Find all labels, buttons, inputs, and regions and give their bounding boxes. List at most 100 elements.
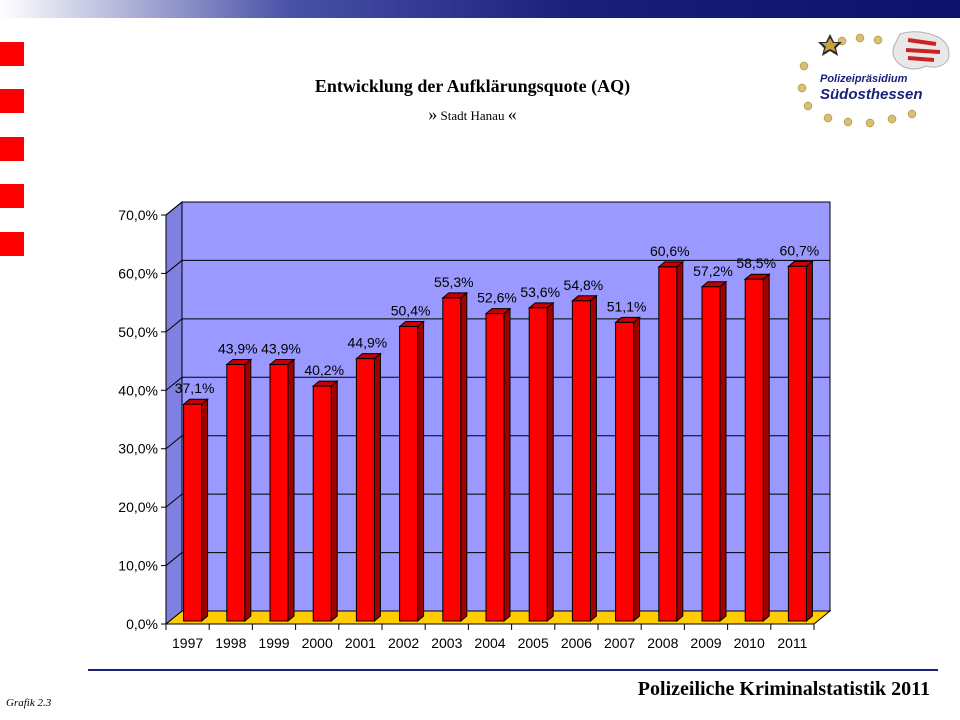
bar-side	[373, 352, 381, 623]
y-tick-label: 0,0%	[126, 616, 158, 632]
bar-front	[485, 313, 505, 622]
bar	[787, 260, 814, 623]
gridline-diagonal	[165, 493, 183, 508]
data-label: 57,2%	[693, 263, 733, 279]
bar	[311, 380, 339, 623]
data-label: 37,1%	[175, 380, 215, 396]
bar-side	[503, 307, 511, 623]
bar-side	[460, 291, 468, 623]
data-label: 51,1%	[607, 298, 647, 314]
red-square-decoration	[0, 232, 24, 256]
bar-front	[226, 363, 246, 622]
red-square-decoration	[0, 137, 24, 161]
x-tick-label: 2003	[431, 635, 462, 651]
bar	[527, 301, 555, 623]
data-label: 58,5%	[736, 255, 776, 271]
bar-front	[183, 403, 203, 622]
bar	[657, 260, 685, 623]
chart-subtitle: » Stadt Hanau «	[200, 104, 745, 125]
y-tick-label: 10,0%	[118, 558, 158, 574]
x-tick-label: 1999	[258, 635, 289, 651]
gridline-diagonal	[165, 376, 183, 391]
data-label: 40,2%	[304, 362, 344, 378]
bar	[484, 307, 512, 623]
bar-front	[571, 300, 591, 622]
data-label: 60,6%	[650, 243, 690, 259]
hessen-lion-icon	[892, 31, 950, 70]
x-tick-label: 2006	[561, 635, 592, 651]
bar-front	[658, 266, 678, 622]
data-labels: 37,1%43,9% 43,9%40,2%44,9%50,4%55,3%52,6%…	[175, 242, 820, 396]
gridline-diagonal	[165, 260, 183, 274]
x-tick-label: 2002	[388, 635, 419, 651]
data-label: 52,6%	[477, 290, 517, 306]
side-wall	[165, 200, 183, 626]
bar	[398, 320, 425, 623]
bar-front	[701, 286, 721, 622]
bar	[441, 291, 469, 623]
bar-side	[589, 294, 597, 623]
x-tick-label: 2011	[777, 635, 807, 651]
y-tick-label: 60,0%	[118, 265, 158, 281]
bar	[571, 294, 598, 623]
bar-side	[201, 398, 209, 623]
bar-front	[442, 297, 462, 622]
x-tick-label: 2007	[604, 635, 635, 651]
x-tick-label: 1997	[172, 635, 203, 651]
x-tick-label: 2005	[518, 635, 549, 651]
bar-side	[244, 358, 252, 623]
x-tick-label: 2010	[734, 635, 765, 651]
y-tick-label: 50,0%	[118, 324, 158, 340]
bar-side	[676, 260, 684, 623]
gridline-diagonal	[165, 552, 183, 566]
bar-front	[615, 321, 635, 622]
x-tick-label: 2001	[345, 635, 376, 651]
bar-side	[762, 273, 770, 623]
data-label: 55,3%	[434, 274, 474, 290]
x-tick-label: 2004	[474, 635, 505, 651]
footer-title: Polizeiliche Kriminalstatistik 2011	[637, 678, 930, 700]
red-square-decoration	[0, 89, 24, 113]
subtitle-text: Stadt Hanau	[437, 108, 508, 123]
data-label: 43,9%	[261, 340, 301, 356]
footer-divider	[88, 669, 938, 671]
y-tick-label: 40,0%	[118, 382, 158, 398]
chart-title: Entwicklung der Aufklärungsquote (AQ)	[314, 76, 631, 96]
logo-line-1: Polizeipräsidium	[820, 73, 908, 85]
gridline-diagonal	[165, 201, 183, 216]
quote-open: »	[428, 104, 438, 124]
badge-star-icon	[818, 34, 842, 56]
data-label: 53,6%	[520, 284, 560, 300]
x-tick-label: 2009	[690, 635, 721, 651]
logo-line-2: Südosthessen	[820, 86, 923, 103]
bar-side	[633, 316, 641, 623]
x-tick-label: 2000	[302, 635, 333, 651]
bar	[182, 398, 209, 623]
bar-front	[744, 278, 764, 622]
figure-label: Grafik 2.3	[6, 697, 52, 709]
data-label: 60,7%	[780, 242, 820, 258]
bar-front	[528, 307, 548, 622]
data-label: 50,4%	[391, 303, 431, 319]
bar-front	[312, 385, 332, 622]
bar	[700, 280, 728, 623]
bar	[743, 273, 771, 623]
bar-side	[330, 380, 338, 623]
x-tick-label: 1998	[215, 635, 246, 651]
bar	[268, 358, 296, 623]
bar-front	[399, 326, 419, 622]
quote-close: «	[507, 104, 517, 124]
bar-front	[269, 363, 289, 622]
y-tick-label: 30,0%	[118, 441, 158, 457]
bar-side	[805, 260, 813, 623]
bar-side	[287, 358, 295, 623]
x-axis-ticks: 1997 1998 1999 2000 2001 2002 2003 2004 2005 2006…	[165, 623, 815, 651]
red-square-decoration	[0, 184, 24, 208]
x-tick-label: 2008	[647, 635, 678, 651]
bar	[225, 358, 253, 623]
bar	[355, 352, 382, 623]
bar	[614, 316, 641, 623]
bar-front	[355, 358, 375, 622]
red-square-decoration	[0, 42, 24, 66]
